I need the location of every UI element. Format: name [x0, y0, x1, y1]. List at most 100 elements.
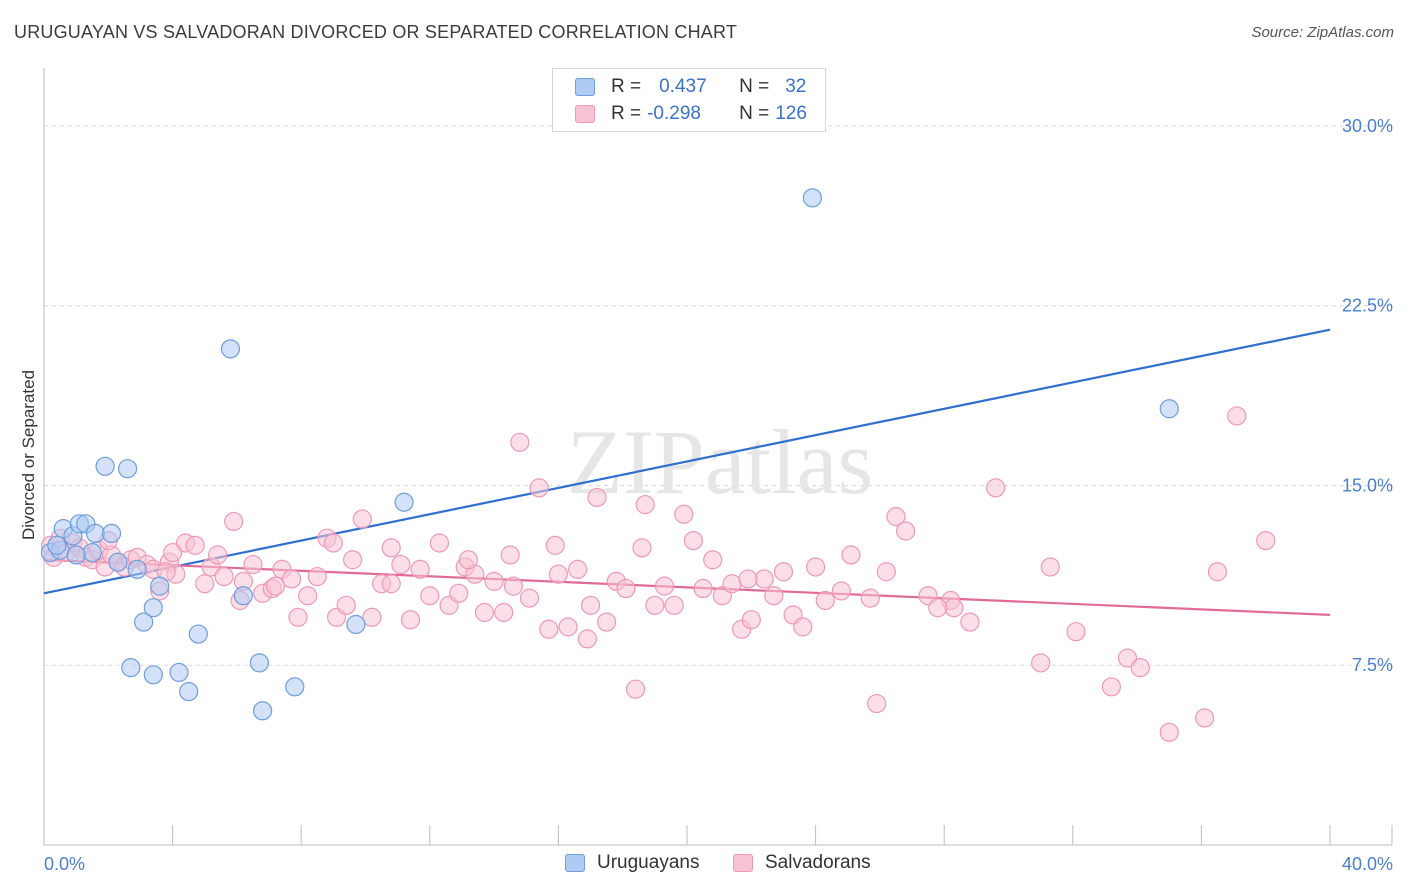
correlation-legend: R = 0.437 N = 32 R = -0.298 N = 126 — [552, 68, 826, 132]
legend-n-value: 126 — [775, 103, 807, 124]
data-points — [40, 188, 1276, 742]
uruguayan-point — [117, 459, 138, 479]
salvadoran-point — [510, 432, 530, 452]
salvadoran-point — [876, 562, 896, 582]
salvadoran-point — [474, 602, 495, 623]
salvadoran-point — [391, 554, 411, 575]
uruguayan-point — [169, 662, 189, 683]
salvadoran-point — [381, 574, 401, 594]
uruguayan-point — [66, 545, 86, 565]
salvadoran-point — [886, 507, 906, 527]
salvadoran-point — [281, 569, 302, 589]
salvadoran-point — [683, 530, 704, 551]
salvadoran-point — [1101, 677, 1121, 697]
salvadoran-point — [722, 574, 742, 594]
salvadoran-point — [449, 583, 469, 603]
salvadoran-point — [860, 588, 880, 608]
salvadoran-point — [568, 559, 588, 579]
salvadoran-point — [928, 598, 948, 618]
salvadoran-point — [484, 571, 504, 591]
y-tick-label: 15.0% — [1342, 475, 1393, 495]
legend-n-value: 32 — [785, 76, 807, 97]
chart-title: URUGUAYAN VS SALVADORAN DIVORCED OR SEPA… — [14, 22, 738, 42]
salvadoran-point — [793, 617, 813, 637]
salvadoran-point — [1031, 653, 1051, 673]
legend-r-label: R = — [611, 103, 642, 124]
x-tick-labels: 0.0% 40.0% — [44, 854, 1393, 874]
salvadoran-point — [1256, 530, 1276, 551]
salvadoran-point — [625, 679, 646, 699]
uruguayan-point — [134, 612, 154, 632]
salvadoran-point — [529, 478, 549, 498]
salvadoran-point — [664, 595, 684, 615]
salvadoran-point — [1117, 648, 1138, 668]
salvadoran-point — [693, 578, 713, 599]
uruguayan-point — [285, 677, 305, 697]
salvadoran-point — [674, 504, 694, 524]
y-tick-label: 30.0% — [1342, 116, 1393, 136]
x-tick-label: 0.0% — [44, 854, 85, 874]
legend-swatch-blue — [565, 854, 585, 872]
legend-swatch-pink — [575, 105, 595, 123]
salvadoran-point — [1227, 406, 1247, 426]
salvadoran-point — [1066, 622, 1086, 642]
salvadoran-point — [265, 576, 286, 596]
y-axis-label: Divorced or Separated — [19, 370, 38, 540]
salvadoran-point — [400, 610, 421, 630]
legend-item-salvadorans: Salvadorans — [733, 852, 871, 874]
salvadoran-point — [703, 550, 723, 570]
uruguayan-point — [150, 576, 170, 596]
salvadoran-point — [519, 588, 540, 608]
salvadoran-point — [503, 576, 523, 596]
legend-r-value: 0.437 — [659, 76, 707, 97]
salvadoran-point — [224, 511, 244, 532]
legend-row-uruguayans: R = 0.437 N = 32 — [575, 75, 806, 99]
watermark: ZIPatlas — [567, 411, 874, 513]
uruguayan-point — [802, 188, 822, 208]
salvadoran-point — [208, 545, 228, 565]
salvadoran-point — [764, 586, 784, 606]
uruguayan-point — [121, 658, 141, 678]
salvadoran-point — [645, 595, 665, 615]
salvadoran-point — [1159, 722, 1179, 742]
uruguayan-point — [47, 535, 67, 555]
salvadoran-point — [163, 542, 183, 563]
salvadoran-point — [986, 478, 1006, 498]
uruguayan-point — [143, 665, 163, 685]
uruguayan-point — [101, 523, 122, 544]
uruguayan-point — [143, 598, 163, 618]
salvadoran-point — [831, 581, 851, 601]
uruguayan-point — [95, 456, 115, 476]
salvadoran-point — [805, 557, 826, 577]
salvadoran-point — [867, 693, 887, 714]
uruguayan-trend-line — [43, 328, 1331, 595]
legend-n-label: N = — [739, 103, 770, 124]
salvadoran-point — [243, 554, 263, 575]
legend-label-salvadorans: Salvadorans — [765, 852, 871, 873]
salvadoran-point — [635, 495, 655, 515]
salvadoran-point — [577, 629, 597, 649]
uruguayan-point — [1159, 399, 1179, 419]
legend-swatch-pink — [733, 854, 753, 872]
salvadoran-point — [545, 535, 565, 555]
salvadoran-point — [323, 533, 343, 553]
x-tick-label: 40.0% — [1342, 854, 1393, 874]
salvadoran-point — [616, 578, 636, 599]
source-label: Source: ZipAtlas.com — [1251, 24, 1394, 41]
uruguayan-point — [85, 523, 106, 544]
uruguayan-point — [394, 492, 414, 512]
salvadoran-point — [841, 545, 861, 565]
salvadoran-point — [754, 569, 774, 589]
salvadoran-point — [632, 538, 652, 558]
salvadoran-point — [738, 569, 758, 589]
salvadoran-point — [336, 595, 356, 615]
legend-swatch-blue — [575, 78, 595, 96]
salvadoran-point — [539, 619, 559, 639]
salvadoran-point — [458, 550, 478, 570]
salvadoran-point — [654, 576, 675, 596]
salvadoran-point — [343, 550, 363, 570]
uruguayan-point — [82, 542, 102, 563]
salvadoran-point — [494, 602, 514, 623]
salvadoran-point — [741, 610, 761, 630]
